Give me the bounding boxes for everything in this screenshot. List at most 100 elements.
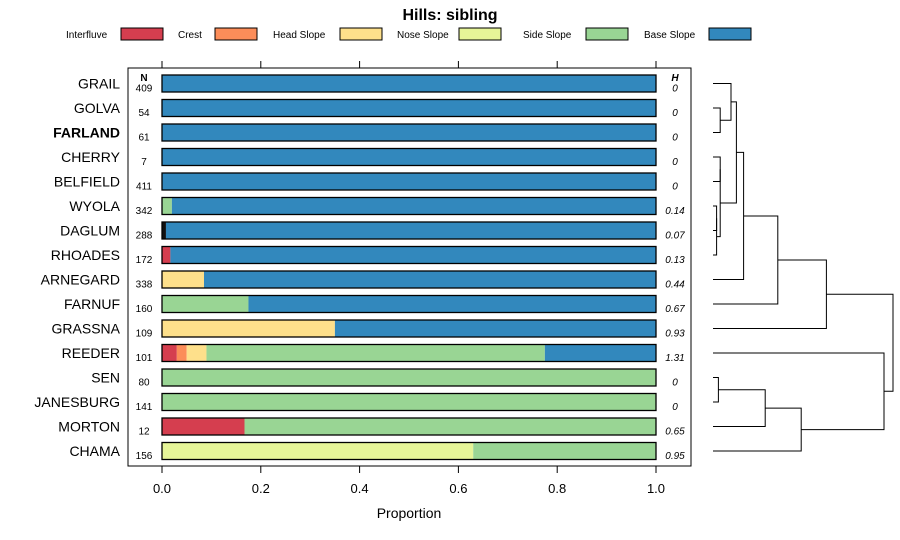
x-tick-label: 0.0	[153, 481, 171, 496]
bar-outline	[161, 98, 657, 118]
n-value: 160	[136, 304, 153, 315]
row-label: BELFIELD	[54, 174, 120, 190]
row-label: DAGLUM	[60, 223, 120, 239]
h-value: 0	[672, 84, 678, 95]
bar-segment	[162, 369, 656, 386]
row-label: FARLAND	[53, 125, 120, 141]
legend: Interfluve Crest Head Slope Nose Slope Side …	[66, 27, 752, 41]
x-tick-label: 0.6	[449, 481, 467, 496]
legend-swatch	[708, 27, 752, 41]
bar-outline	[161, 392, 657, 412]
bar-outline	[161, 319, 657, 338]
bar-outline	[161, 441, 657, 461]
row-label: FARNUF	[64, 296, 120, 312]
h-value: 0	[672, 182, 678, 193]
h-value: 0.13	[665, 255, 685, 266]
bar-segment	[334, 320, 656, 337]
bar-outline	[161, 221, 657, 240]
row-label: RHOADES	[51, 247, 120, 263]
bar-segment	[544, 344, 656, 362]
legend-swatch	[585, 27, 629, 41]
n-value: 338	[136, 280, 153, 291]
x-tick-label: 0.8	[548, 481, 566, 496]
legend-label: Interfluve	[66, 30, 108, 41]
bar-segment	[162, 393, 656, 411]
legend-swatch	[120, 27, 164, 41]
row-label: MORTON	[58, 419, 120, 435]
bar-outline	[161, 294, 657, 314]
bar-segment	[162, 418, 245, 435]
n-value: 141	[136, 402, 153, 413]
h-value: 0.14	[665, 206, 685, 217]
bar-segment	[162, 246, 171, 264]
plot-panel: 0.0 0.2 0.4 0.6 0.8 1.0 N H GRAIL 409 0 GOLVA 54 0 FAR…	[34, 61, 692, 496]
n-value: 54	[138, 108, 150, 119]
h-value: 0.67	[665, 304, 685, 315]
dendrogram-link	[716, 169, 721, 238]
bar-segment	[162, 442, 474, 460]
dendrogram-link	[713, 218, 718, 256]
bar-segment	[206, 344, 545, 362]
h-value: 0.93	[665, 329, 685, 340]
row-label: WYOLA	[69, 198, 120, 214]
n-value: 172	[136, 255, 153, 266]
h-value: 0.65	[665, 427, 685, 438]
legend-swatch	[214, 27, 258, 41]
bar-outline	[161, 343, 657, 363]
bar-segment	[162, 173, 656, 190]
bar-segment	[165, 222, 656, 239]
x-tick-label: 0.4	[351, 481, 369, 496]
h-value: 0	[672, 402, 678, 413]
h-value: 0	[672, 133, 678, 144]
bar-segment	[162, 344, 177, 362]
h-value: 0	[672, 157, 678, 168]
bar-segment	[176, 344, 187, 362]
bar-segment	[162, 148, 656, 166]
n-value: 80	[138, 378, 150, 389]
bar-segment	[248, 295, 656, 313]
bar-segment	[162, 99, 656, 117]
row-label: GOLVA	[74, 100, 121, 116]
h-column-header: H	[671, 73, 679, 84]
n-value: 411	[136, 182, 152, 193]
legend-label: Head Slope	[273, 30, 326, 41]
legend-label: Base Slope	[644, 30, 696, 41]
row-label: CHAMA	[69, 443, 120, 459]
bar-outline	[161, 123, 657, 142]
bar-outline	[161, 270, 657, 289]
n-column-header: N	[140, 73, 147, 84]
h-value: 1.31	[665, 353, 684, 364]
bar-segment	[162, 124, 656, 141]
legend-label: Nose Slope	[397, 30, 449, 41]
bar-segment	[473, 442, 656, 460]
bar-segment	[162, 197, 172, 215]
bar-outline	[161, 147, 657, 167]
row-label: ARNEGARD	[41, 272, 120, 288]
bar-outline	[161, 417, 657, 436]
bar-outline	[161, 74, 657, 93]
n-value: 109	[136, 329, 153, 340]
legend-swatch	[339, 27, 383, 41]
legend-label: Crest	[178, 30, 202, 41]
bar-segment	[170, 246, 656, 264]
bar-segment	[244, 418, 657, 435]
bar-outline	[161, 368, 657, 387]
row-label: CHERRY	[61, 149, 121, 165]
n-value: 156	[136, 451, 153, 462]
n-value: 342	[136, 206, 153, 217]
dendrogram-link	[826, 293, 894, 392]
legend-label: Side Slope	[523, 30, 572, 41]
bar-outline	[161, 245, 657, 265]
legend-swatch	[458, 27, 502, 41]
row-label: SEN	[91, 370, 120, 386]
n-value: 12	[138, 427, 150, 438]
n-value: 7	[141, 157, 147, 168]
bar-segment	[171, 197, 656, 215]
n-value: 101	[136, 353, 153, 364]
h-value: 0.44	[665, 280, 685, 291]
x-tick-label: 0.2	[252, 481, 270, 496]
bar-segment	[162, 320, 335, 337]
panel-frame	[127, 67, 692, 467]
bar-outline	[161, 196, 657, 216]
